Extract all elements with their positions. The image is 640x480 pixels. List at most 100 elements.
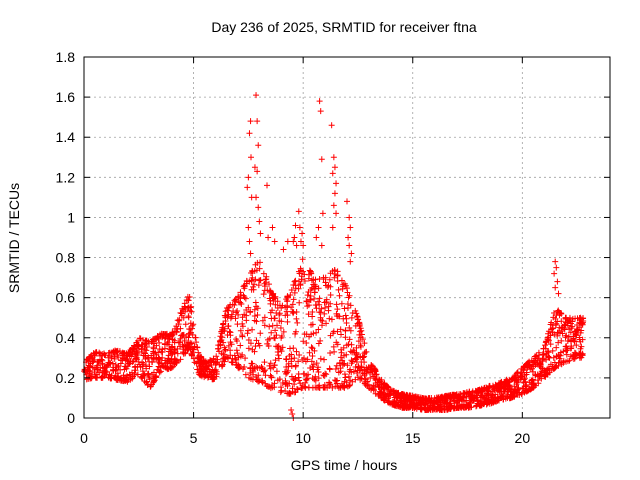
data-point bbox=[224, 314, 231, 321]
data-point bbox=[338, 346, 345, 353]
data-point bbox=[511, 375, 518, 382]
y-tick-label: 1.6 bbox=[56, 89, 76, 105]
data-point bbox=[542, 345, 549, 352]
data-point bbox=[169, 350, 176, 357]
data-point bbox=[247, 118, 254, 125]
data-point bbox=[393, 389, 400, 396]
data-point bbox=[561, 326, 568, 333]
data-point bbox=[372, 368, 379, 375]
data-point bbox=[82, 367, 89, 374]
data-point bbox=[465, 401, 472, 408]
data-point bbox=[244, 330, 251, 337]
data-point bbox=[434, 399, 441, 406]
data-point bbox=[245, 345, 252, 352]
data-point bbox=[346, 324, 353, 331]
data-point bbox=[376, 384, 383, 391]
data-point bbox=[148, 359, 155, 366]
data-point bbox=[140, 360, 147, 367]
data-point bbox=[342, 374, 349, 381]
data-point bbox=[275, 355, 282, 362]
data-point bbox=[329, 170, 336, 177]
data-point bbox=[272, 335, 279, 342]
data-point bbox=[313, 360, 320, 367]
data-point bbox=[331, 190, 338, 197]
y-tick-label: 0.6 bbox=[56, 290, 76, 306]
data-point bbox=[139, 374, 146, 381]
data-point bbox=[169, 363, 176, 370]
data-point bbox=[519, 373, 526, 380]
data-point bbox=[162, 340, 169, 347]
data-point bbox=[468, 404, 475, 411]
data-point bbox=[173, 360, 180, 367]
data-point bbox=[141, 340, 148, 347]
data-point bbox=[144, 370, 151, 377]
data-point bbox=[358, 327, 365, 334]
data-point bbox=[251, 348, 258, 355]
data-point bbox=[356, 320, 363, 327]
data-point bbox=[290, 238, 297, 245]
data-point bbox=[460, 398, 467, 405]
data-point bbox=[115, 362, 122, 369]
data-point bbox=[185, 345, 192, 352]
data-point bbox=[295, 358, 302, 365]
data-point bbox=[333, 380, 340, 387]
data-point bbox=[528, 377, 535, 384]
data-point bbox=[189, 346, 196, 353]
data-point bbox=[218, 330, 225, 337]
data-point bbox=[284, 238, 291, 245]
data-point bbox=[157, 368, 164, 375]
data-point bbox=[520, 366, 527, 373]
data-point bbox=[132, 363, 139, 370]
data-point bbox=[312, 373, 319, 380]
data-point bbox=[321, 356, 328, 363]
data-point bbox=[295, 208, 302, 215]
data-point bbox=[369, 363, 376, 370]
data-point bbox=[299, 356, 306, 363]
data-point bbox=[252, 261, 259, 268]
data-point bbox=[343, 319, 350, 326]
data-point bbox=[315, 369, 322, 376]
data-point bbox=[317, 317, 324, 324]
data-point bbox=[259, 377, 266, 384]
data-point bbox=[578, 343, 585, 350]
data-point bbox=[89, 359, 96, 366]
data-point bbox=[441, 393, 448, 400]
data-point bbox=[231, 301, 238, 308]
data-point bbox=[291, 289, 298, 296]
data-point bbox=[239, 320, 246, 327]
data-point bbox=[275, 352, 282, 359]
data-point bbox=[91, 369, 98, 376]
data-point bbox=[567, 318, 574, 325]
data-point bbox=[346, 336, 353, 343]
data-point bbox=[199, 363, 206, 370]
data-point bbox=[289, 410, 296, 417]
data-point bbox=[347, 348, 354, 355]
data-point bbox=[197, 360, 204, 367]
data-point bbox=[198, 373, 205, 380]
data-point bbox=[261, 314, 268, 321]
data-point bbox=[521, 389, 528, 396]
data-point bbox=[121, 366, 128, 373]
data-point bbox=[421, 406, 428, 413]
data-point bbox=[318, 156, 325, 163]
data-point bbox=[90, 358, 97, 365]
data-point bbox=[361, 370, 368, 377]
data-point bbox=[558, 318, 565, 325]
data-point bbox=[293, 348, 300, 355]
y-tick-label: 0.2 bbox=[56, 370, 76, 386]
data-point bbox=[266, 362, 273, 369]
data-point bbox=[555, 362, 562, 369]
data-point bbox=[265, 234, 272, 241]
data-point bbox=[257, 230, 264, 237]
data-point bbox=[272, 357, 279, 364]
data-point bbox=[143, 365, 150, 372]
data-point bbox=[333, 301, 340, 308]
data-point bbox=[256, 342, 263, 349]
data-point bbox=[457, 395, 464, 402]
data-point bbox=[218, 336, 225, 343]
data-point bbox=[306, 349, 313, 356]
data-point bbox=[126, 349, 133, 356]
data-point bbox=[243, 277, 250, 284]
